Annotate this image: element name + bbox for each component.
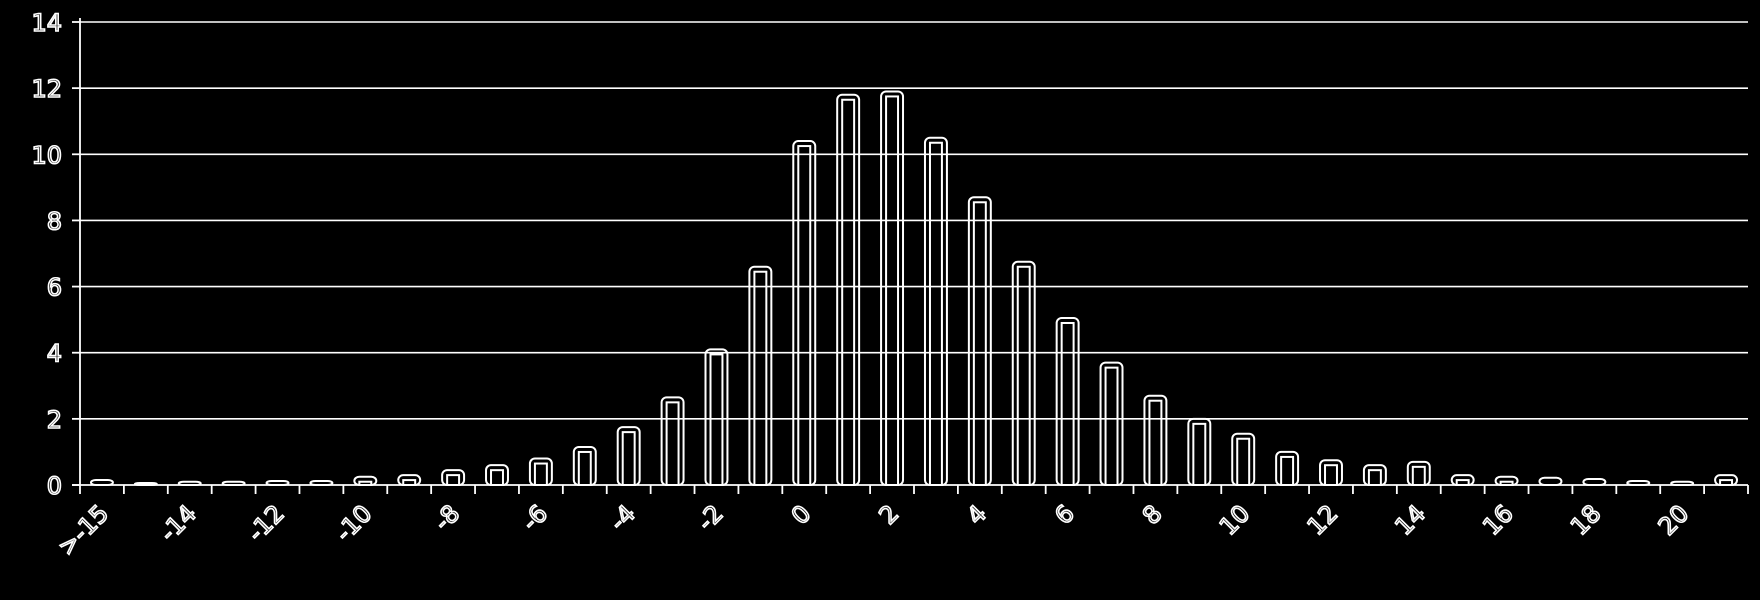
y-tick-label: 0 — [47, 472, 62, 500]
y-tick-label: 12 — [31, 75, 62, 103]
x-tick-label: 6 — [1049, 499, 1080, 530]
x-tick-label: 12 — [1302, 499, 1343, 540]
bar — [616, 426, 641, 486]
x-tick-label: -12 — [242, 499, 290, 547]
bar — [1538, 476, 1563, 486]
bar-inner-outline — [490, 469, 504, 486]
x-tick-label: 16 — [1477, 499, 1518, 540]
bar-inner-outline — [709, 353, 724, 486]
bar — [1362, 464, 1387, 486]
y-tick-label: 6 — [47, 274, 62, 302]
axes — [72, 18, 1749, 494]
bar — [1055, 316, 1080, 486]
x-tick-label: 2 — [874, 499, 905, 530]
bar — [967, 196, 992, 486]
bar-inner-outline — [1104, 366, 1119, 486]
bar-inner-outline — [1367, 469, 1382, 486]
bar-inner-outline — [797, 145, 812, 487]
bar — [1231, 432, 1256, 487]
x-tick-label: -10 — [330, 499, 378, 547]
bar — [748, 265, 773, 486]
x-tick-labels: >-15 -14 -12 -10 -8 -6 -4 -2 0 2 4 6 8 10 12 14 16 18 20 — [52, 499, 1696, 562]
x-tick-label: 14 — [1390, 499, 1431, 540]
bar — [441, 469, 466, 487]
x-tick-label: 20 — [1653, 499, 1694, 540]
x-tick-label: 0 — [786, 499, 817, 530]
bar-inner-outline — [621, 431, 636, 486]
bar — [836, 93, 861, 486]
y-tick-label: 8 — [47, 207, 62, 235]
bar — [1319, 459, 1343, 487]
bar-inner-outline — [1280, 455, 1295, 486]
bar-inner-outline — [1060, 321, 1075, 486]
bar-inner-outline — [665, 401, 680, 486]
bar — [528, 457, 553, 486]
x-tick-label: 4 — [961, 499, 992, 530]
bar — [1187, 417, 1212, 487]
x-tick-label: -4 — [604, 499, 641, 536]
bar-inner-outline — [1148, 399, 1163, 487]
y-tick-labels: 0 2 4 6 8 10 12 14 — [31, 8, 63, 501]
bar-inner-outline — [533, 462, 548, 486]
x-tick-label: 8 — [1137, 499, 1168, 530]
bar-inner-outline — [753, 270, 768, 486]
bars — [89, 90, 1739, 487]
x-tick-label: -2 — [692, 499, 729, 536]
y-tick-label: 2 — [47, 406, 62, 434]
y-tick-label: 10 — [31, 141, 62, 169]
bar-inner-outline — [1411, 465, 1426, 487]
bar — [792, 140, 817, 487]
x-tick-label: >-15 — [52, 499, 114, 561]
bar — [704, 348, 729, 486]
bar — [1406, 460, 1431, 487]
bar — [880, 90, 905, 486]
x-tick-label: -6 — [516, 499, 553, 536]
bar-inner-outline — [446, 474, 461, 487]
bar-inner-outline — [972, 201, 987, 486]
bar-inner-outline — [841, 98, 856, 486]
bar-inner-outline — [928, 141, 943, 486]
bar — [923, 136, 948, 486]
x-tick-label: -8 — [429, 499, 466, 536]
x-tick-label: 18 — [1565, 499, 1606, 540]
y-tick-label: 4 — [47, 340, 62, 368]
x-tick-label: 10 — [1214, 499, 1255, 540]
bar-inner-outline — [577, 450, 592, 487]
bar-inner-outline — [1016, 265, 1031, 486]
bar — [1011, 260, 1036, 486]
bar — [1143, 394, 1168, 487]
bar — [660, 396, 685, 486]
bar-inner-outline — [1236, 437, 1251, 487]
bar-inner-outline — [1192, 422, 1207, 487]
bar-inner-outline — [1324, 464, 1338, 487]
y-tick-label: 14 — [31, 9, 62, 37]
bar — [485, 464, 509, 486]
gridlines — [72, 21, 1748, 486]
x-tick-label: -14 — [154, 499, 202, 547]
bar — [1099, 361, 1124, 486]
